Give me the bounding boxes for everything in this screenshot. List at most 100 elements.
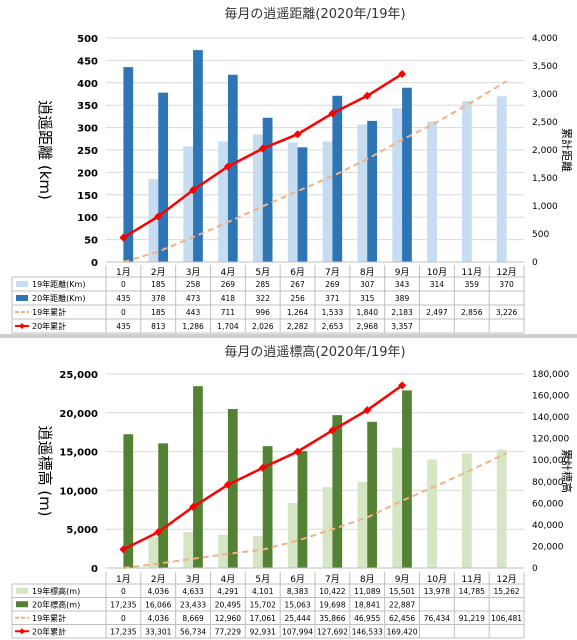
data-table-cell: 22,887 xyxy=(389,600,415,609)
legend-key-bar xyxy=(16,281,28,287)
cumulative-19-line xyxy=(123,80,508,263)
data-table-cell: 16,066 xyxy=(145,600,171,609)
data-table-cell: 4,291 xyxy=(217,587,239,596)
y2-tick-label: 60,000 xyxy=(532,499,564,509)
y2-tick-label: 1,000 xyxy=(532,202,558,212)
category-label: 2月 xyxy=(151,267,166,278)
y-tick-label: 0 xyxy=(91,564,98,575)
category-label: 6月 xyxy=(290,267,305,278)
y2-tick-label: 1,500 xyxy=(532,174,558,184)
cumulative-20-marker xyxy=(328,426,337,435)
data-table-cell: 389 xyxy=(395,294,410,303)
category-label: 9月 xyxy=(395,574,410,585)
y-tick-label: 5,000 xyxy=(66,525,98,536)
bar-19 xyxy=(287,502,298,568)
y2-tick-label: 500 xyxy=(532,230,549,240)
y-axis-title: 逍遥標高 (m) xyxy=(36,425,54,516)
data-table-cell: 20,495 xyxy=(215,600,241,609)
data-table-cell: 2,497 xyxy=(426,308,448,317)
data-table-cell: 62,456 xyxy=(389,614,415,623)
data-table-cell: 435 xyxy=(116,294,131,303)
y-tick-label: 300 xyxy=(77,124,98,135)
data-table-cell: 267 xyxy=(290,280,305,289)
bar-20 xyxy=(227,408,238,568)
category-label: 12月 xyxy=(496,574,516,585)
data-table-cell: 15,063 xyxy=(284,600,310,609)
data-table-cell: 77,229 xyxy=(215,627,241,636)
data-table-cell: 107,994 xyxy=(282,627,313,636)
y-tick-label: 50 xyxy=(84,236,98,247)
bar-19 xyxy=(357,481,368,568)
legend-label: 20年累計 xyxy=(32,321,66,331)
bar-19 xyxy=(496,449,507,568)
data-table-cell: 314 xyxy=(430,280,445,289)
bar-20 xyxy=(123,434,134,568)
bar-19 xyxy=(322,141,333,262)
category-label: 10月 xyxy=(427,267,447,278)
data-table-cell: 23,433 xyxy=(180,600,206,609)
chart-title: 毎月の逍遥距離(2020年/19年) xyxy=(224,6,405,22)
data-table-cell: 443 xyxy=(186,308,201,317)
y2-tick-label: 2,000 xyxy=(532,146,558,156)
bar-20 xyxy=(367,421,378,568)
data-table-cell: 2,026 xyxy=(252,322,274,331)
category-label: 4月 xyxy=(221,267,236,278)
data-table-cell: 1,264 xyxy=(287,308,309,317)
data-table-cell: 4,036 xyxy=(148,614,170,623)
data-table-cell: 711 xyxy=(221,308,236,317)
y2-tick-label: 20,000 xyxy=(532,542,564,552)
data-table-cell: 2,968 xyxy=(357,322,379,331)
bar-19 xyxy=(252,536,263,568)
data-table-cell: 18,841 xyxy=(354,600,380,609)
y-tick-label: 350 xyxy=(77,101,98,112)
category-label: 11月 xyxy=(462,267,482,278)
bar-19 xyxy=(427,459,437,568)
data-table-cell: 91,219 xyxy=(459,614,485,623)
cumulative-20-marker xyxy=(189,185,198,194)
bar-19 xyxy=(461,453,472,568)
bar-20 xyxy=(367,120,378,262)
cumulative-20-marker xyxy=(119,545,128,554)
cumulative-20-marker xyxy=(363,91,372,100)
data-table-cell: 15,262 xyxy=(493,587,519,596)
data-table-cell: 0 xyxy=(121,308,126,317)
data-table-cell: 2,183 xyxy=(391,308,413,317)
data-table-cell: 0 xyxy=(121,614,126,623)
data-table-cell: 343 xyxy=(395,280,410,289)
bar-20 xyxy=(297,147,308,262)
data-table-cell: 17,235 xyxy=(110,600,136,609)
data-table-cell: 378 xyxy=(151,294,166,303)
legend-label: 20年標高(m) xyxy=(32,599,80,609)
data-table-cell: 76,434 xyxy=(424,614,450,623)
data-table-cell: 315 xyxy=(360,294,375,303)
cumulative-20-marker xyxy=(258,463,267,472)
legend-label: 19年累計 xyxy=(32,613,66,623)
y-tick-label: 20,000 xyxy=(59,409,98,420)
bar-20 xyxy=(158,92,169,262)
legend-key-bar xyxy=(16,587,28,594)
category-label: 1月 xyxy=(116,574,131,585)
bar-20 xyxy=(123,67,134,263)
bar-19 xyxy=(461,101,472,262)
bar-20 xyxy=(158,443,169,568)
legend-key-marker xyxy=(19,628,25,635)
data-table-cell: 307 xyxy=(360,280,375,289)
category-label: 7月 xyxy=(325,267,340,278)
bar-19 xyxy=(287,142,298,262)
cumulative-20-marker xyxy=(258,144,267,153)
bar-19 xyxy=(252,134,263,262)
cumulative-20-marker xyxy=(154,528,163,537)
data-table-cell: 4,633 xyxy=(182,587,204,596)
data-table-cell: 256 xyxy=(290,294,305,303)
category-label: 5月 xyxy=(255,267,270,278)
y2-tick-label: 180,000 xyxy=(532,370,569,380)
bar-19 xyxy=(183,146,194,262)
cumulative-20-marker xyxy=(293,130,302,139)
data-table-cell: 10,422 xyxy=(319,587,345,596)
y2-axis-title: 累計距離 xyxy=(560,128,574,172)
data-table-cell: 813 xyxy=(151,322,166,331)
cumulative-20-marker xyxy=(223,162,232,171)
cumulative-20-marker xyxy=(119,233,128,242)
bar-19 xyxy=(392,108,403,262)
chart-title: 毎月の逍遥標高(2020年/19年) xyxy=(224,344,405,360)
